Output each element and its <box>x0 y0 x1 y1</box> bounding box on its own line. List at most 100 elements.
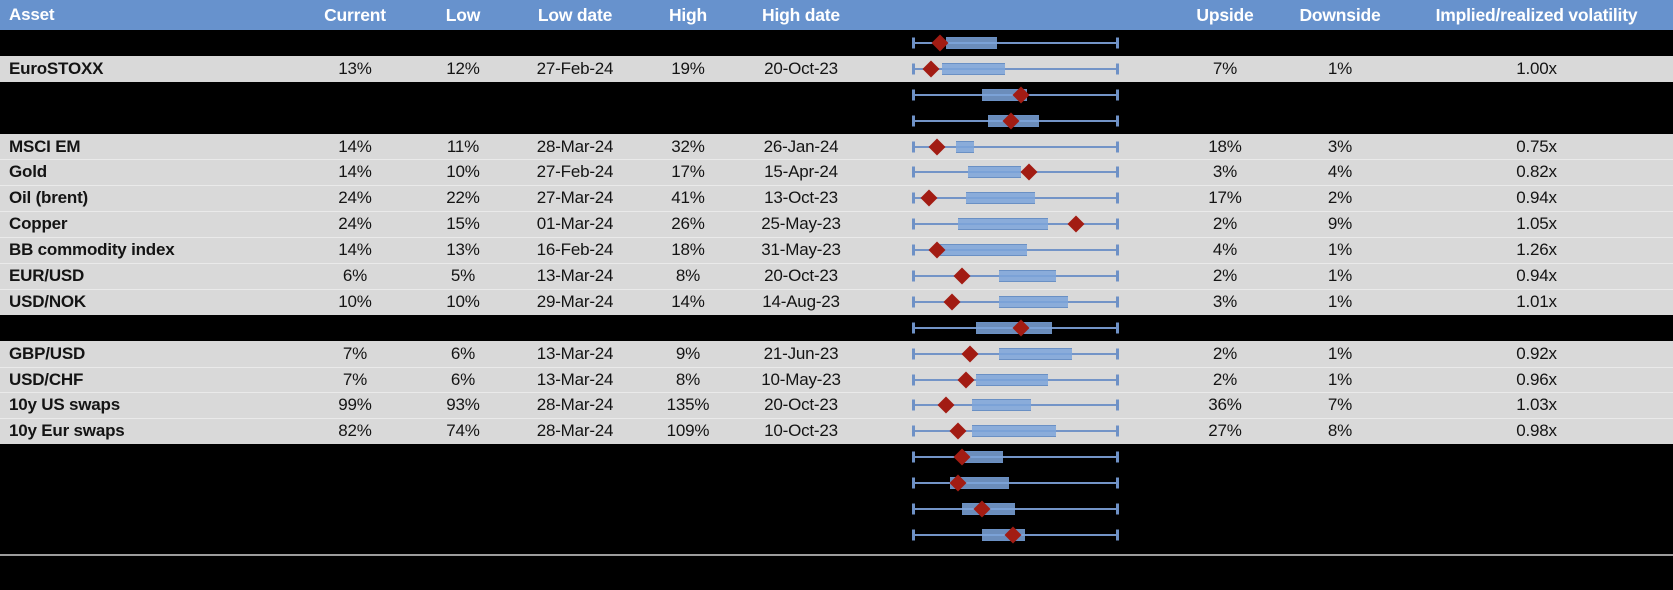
high-cell[interactable]: 41% <box>671 188 705 208</box>
high-date-cell[interactable]: 14-Aug-23 <box>762 291 840 311</box>
low-cell[interactable]: 11% <box>446 136 480 156</box>
upside-cell[interactable]: 18% <box>1208 136 1242 156</box>
high-cell[interactable]: 109% <box>666 421 710 441</box>
high-date-cell[interactable]: 13-Oct-23 <box>764 188 838 208</box>
upside-cell[interactable]: 7% <box>1212 58 1238 78</box>
upside-cell[interactable]: 2% <box>1212 369 1238 389</box>
low-cell[interactable]: 10% <box>446 291 480 311</box>
downside-cell[interactable]: 1% <box>1327 291 1353 311</box>
low-cell[interactable]: 10% <box>446 162 480 182</box>
low-cell[interactable]: 12% <box>446 58 480 78</box>
high-cell[interactable]: 14% <box>671 291 705 311</box>
low-cell[interactable]: 5% <box>450 265 476 285</box>
asset-cell[interactable]: 10y US swaps <box>9 395 120 415</box>
asset-cell[interactable]: BB commodity index <box>9 240 175 260</box>
upside-cell[interactable]: 27% <box>1208 421 1242 441</box>
asset-cell[interactable]: Copper <box>9 214 68 234</box>
high-date-cell[interactable]: 20-Oct-23 <box>764 58 838 78</box>
high-cell[interactable]: 8% <box>675 369 701 389</box>
current-cell[interactable]: 14% <box>338 240 372 260</box>
upside-cell[interactable]: 3% <box>1212 162 1238 182</box>
upside-cell[interactable]: 2% <box>1212 265 1238 285</box>
downside-cell[interactable]: 4% <box>1327 162 1353 182</box>
implied-realized-cell[interactable]: 1.01x <box>1516 291 1557 311</box>
low-cell[interactable]: 15% <box>446 214 480 234</box>
high-date-cell[interactable]: 26-Jan-24 <box>763 136 839 156</box>
low-cell[interactable]: 93% <box>446 395 480 415</box>
low-date-cell[interactable]: 27-Mar-24 <box>536 188 614 208</box>
downside-cell[interactable]: 1% <box>1327 240 1353 260</box>
current-cell[interactable]: 7% <box>342 343 368 363</box>
low-date-cell[interactable]: 13-Mar-24 <box>536 343 614 363</box>
downside-cell[interactable]: 2% <box>1327 188 1353 208</box>
low-cell[interactable]: 6% <box>450 343 476 363</box>
header-cell-downside[interactable]: Downside <box>1299 4 1381 25</box>
header-cell-asset[interactable]: Asset <box>9 5 55 24</box>
downside-cell[interactable]: 1% <box>1327 58 1353 78</box>
asset-cell[interactable]: MSCI EM <box>9 136 81 156</box>
low-date-cell[interactable]: 27-Feb-24 <box>536 58 614 78</box>
current-cell[interactable]: 24% <box>338 214 372 234</box>
low-date-cell[interactable]: 29-Mar-24 <box>536 291 614 311</box>
high-cell[interactable]: 135% <box>666 395 710 415</box>
low-date-cell[interactable]: 27-Feb-24 <box>536 162 614 182</box>
asset-cell[interactable]: GBP/USD <box>9 343 86 363</box>
low-date-cell[interactable]: 28-Mar-24 <box>536 421 614 441</box>
implied-realized-cell[interactable]: 0.94x <box>1516 188 1557 208</box>
low-cell[interactable]: 74% <box>446 421 480 441</box>
asset-cell[interactable]: EUR/USD <box>9 265 85 285</box>
current-cell[interactable]: 14% <box>338 136 372 156</box>
upside-cell[interactable]: 4% <box>1212 240 1238 260</box>
high-date-cell[interactable]: 25-May-23 <box>761 214 841 234</box>
downside-cell[interactable]: 9% <box>1327 214 1353 234</box>
header-cell-high-date[interactable]: High date <box>762 4 840 25</box>
current-cell[interactable]: 24% <box>338 188 372 208</box>
high-cell[interactable]: 19% <box>671 58 705 78</box>
high-cell[interactable]: 26% <box>671 214 705 234</box>
upside-cell[interactable]: 2% <box>1212 343 1238 363</box>
downside-cell[interactable]: 1% <box>1327 369 1353 389</box>
header-cell-current[interactable]: Current <box>324 4 386 25</box>
high-cell[interactable]: 8% <box>675 265 701 285</box>
header-cell-high[interactable]: High <box>668 4 708 25</box>
implied-realized-cell[interactable]: 1.05x <box>1516 214 1557 234</box>
low-cell[interactable]: 6% <box>450 369 476 389</box>
high-cell[interactable]: 18% <box>671 240 705 260</box>
high-date-cell[interactable]: 31-May-23 <box>761 240 841 260</box>
asset-cell[interactable]: Gold <box>9 162 47 182</box>
asset-cell[interactable]: 10y Eur swaps <box>9 421 125 441</box>
implied-realized-cell[interactable]: 0.94x <box>1516 265 1557 285</box>
implied-realized-cell[interactable]: 1.26x <box>1516 240 1557 260</box>
asset-cell[interactable]: USD/NOK <box>9 291 86 311</box>
asset-cell[interactable]: USD/CHF <box>9 369 84 389</box>
implied-realized-cell[interactable]: 0.96x <box>1516 369 1557 389</box>
current-cell[interactable]: 13% <box>338 58 372 78</box>
header-cell-low-date[interactable]: Low date <box>537 4 613 25</box>
low-date-cell[interactable]: 01-Mar-24 <box>536 214 614 234</box>
upside-cell[interactable]: 17% <box>1208 188 1242 208</box>
high-date-cell[interactable]: 21-Jun-23 <box>763 343 839 363</box>
current-cell[interactable]: 10% <box>338 291 372 311</box>
upside-cell[interactable]: 2% <box>1212 214 1238 234</box>
high-cell[interactable]: 9% <box>675 343 701 363</box>
downside-cell[interactable]: 1% <box>1327 343 1353 363</box>
asset-cell[interactable]: EuroSTOXX <box>9 58 104 78</box>
downside-cell[interactable]: 8% <box>1327 421 1353 441</box>
current-cell[interactable]: 82% <box>338 421 372 441</box>
implied-realized-cell[interactable]: 0.75x <box>1516 136 1557 156</box>
low-date-cell[interactable]: 13-Mar-24 <box>536 369 614 389</box>
high-date-cell[interactable]: 20-Oct-23 <box>764 265 838 285</box>
header-cell-upside[interactable]: Upside <box>1196 4 1254 25</box>
downside-cell[interactable]: 3% <box>1327 136 1353 156</box>
downside-cell[interactable]: 7% <box>1327 395 1353 415</box>
low-date-cell[interactable]: 28-Mar-24 <box>536 136 614 156</box>
implied-realized-cell[interactable]: 0.92x <box>1516 343 1557 363</box>
high-date-cell[interactable]: 10-May-23 <box>761 369 841 389</box>
current-cell[interactable]: 7% <box>342 369 368 389</box>
high-cell[interactable]: 32% <box>671 136 705 156</box>
implied-realized-cell[interactable]: 1.03x <box>1516 395 1557 415</box>
low-date-cell[interactable]: 16-Feb-24 <box>536 240 614 260</box>
upside-cell[interactable]: 3% <box>1212 291 1238 311</box>
low-date-cell[interactable]: 13-Mar-24 <box>536 265 614 285</box>
low-date-cell[interactable]: 28-Mar-24 <box>536 395 614 415</box>
